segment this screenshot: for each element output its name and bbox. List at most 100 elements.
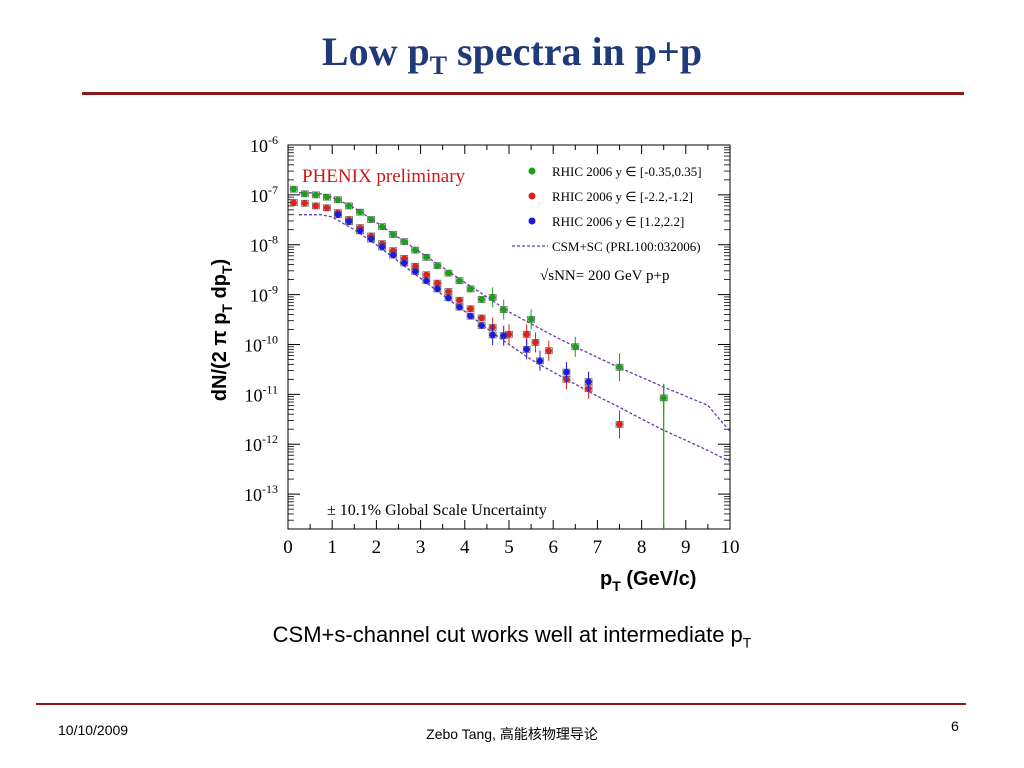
data-point (616, 364, 623, 371)
data-point (345, 202, 353, 210)
legend-marker-green (528, 167, 536, 175)
legend-marker-blue (528, 217, 536, 225)
y-tick-label: 10-10 (244, 332, 278, 355)
data-point (412, 268, 419, 275)
data-point (312, 202, 320, 210)
data-point (523, 346, 530, 353)
x-tick-label: 5 (504, 537, 514, 558)
data-point (478, 296, 485, 303)
legend-label-red: RHIC 2006 y ∈ [-2.2,-1.2] (552, 189, 693, 204)
x-tick-label: 10 (721, 537, 740, 558)
data-point (367, 235, 375, 243)
data-point (445, 269, 452, 277)
footer-divider (36, 703, 966, 705)
legend: RHIC 2006 y ∈ [-0.35,0.35] RHIC 2006 y ∈… (512, 164, 702, 254)
data-point (401, 238, 408, 245)
data-points (289, 185, 668, 529)
data-point (478, 314, 485, 322)
caption-subscript: T (742, 634, 752, 651)
x-tick-label: 4 (460, 537, 470, 558)
data-point (523, 331, 530, 338)
legend-label-model: CSM+SC (PRL100:032006) (552, 239, 701, 254)
legend-label-blue: RHIC 2006 y ∈ [1.2,2.2] (552, 214, 684, 229)
data-point (423, 277, 430, 284)
title-divider (82, 92, 964, 95)
data-point (356, 208, 364, 216)
data-point (478, 322, 485, 329)
energy-label: √sNN= 200 GeV p+p (540, 268, 669, 284)
x-tick-labels: 0 1 2 3 4 5 6 7 8 9 10 (283, 537, 739, 558)
x-tick-label: 6 (548, 537, 558, 558)
data-point (323, 193, 331, 201)
x-tick-label: 8 (637, 537, 647, 558)
data-point (572, 343, 579, 350)
preliminary-label: PHENIX preliminary (302, 166, 466, 187)
data-point (434, 285, 441, 293)
y-tick-label: 10-8 (250, 233, 278, 256)
x-tick-label: 1 (327, 537, 337, 558)
data-point (412, 246, 419, 254)
data-point (312, 191, 320, 199)
model-curves (299, 192, 731, 463)
data-point (456, 277, 463, 284)
data-point (467, 312, 474, 320)
data-point (500, 332, 507, 339)
slide-title: Low pT spectra in p+p (0, 28, 1024, 81)
model-curve-4 (299, 192, 731, 432)
data-point (378, 243, 386, 251)
title-rest: spectra in p+p (447, 29, 703, 74)
y-tick-label: 10-7 (250, 183, 278, 206)
data-point (616, 421, 623, 428)
data-point (434, 262, 441, 269)
data-point (389, 231, 397, 238)
data-point (527, 316, 535, 323)
x-tick-label: 7 (593, 537, 603, 558)
y-tick-label: 10-11 (244, 382, 278, 405)
footer-author: Zebo Tang, 高能核物理导论 (426, 726, 598, 742)
x-axis-label: pT (GeV/c) (600, 568, 696, 594)
y-tick-label: 10-6 (250, 133, 278, 156)
data-point (334, 196, 342, 203)
data-point (378, 223, 386, 230)
legend-marker-red (528, 192, 536, 200)
y-tick-label: 10-9 (250, 283, 278, 306)
data-point (536, 357, 544, 365)
slide-caption: CSM+s-channel cut works well at intermed… (0, 622, 1024, 650)
data-point (563, 368, 570, 376)
data-point (456, 297, 463, 304)
y-tick-label: 10-13 (244, 482, 278, 505)
data-point (401, 259, 408, 267)
data-point (301, 190, 308, 198)
x-tick-label: 9 (681, 537, 691, 558)
data-point (545, 347, 552, 354)
data-point (423, 254, 430, 261)
data-point (367, 216, 375, 223)
data-point (456, 303, 463, 311)
title-main: Low p (321, 29, 430, 74)
data-point (532, 339, 539, 346)
uncertainty-label: ± 10.1% Global Scale Uncertainty (327, 502, 547, 519)
data-point (434, 279, 441, 287)
data-point (423, 271, 430, 278)
data-point (489, 294, 496, 301)
data-point (301, 200, 308, 207)
x-tick-label: 0 (283, 537, 293, 558)
data-point (467, 285, 474, 293)
legend-label-green: RHIC 2006 y ∈ [-0.35,0.35] (552, 164, 702, 179)
data-point (389, 251, 397, 259)
data-point (334, 211, 342, 218)
footer-date: 10/10/2009 (58, 722, 129, 738)
data-point (445, 294, 452, 302)
data-point (345, 218, 353, 225)
data-point (323, 204, 331, 212)
model-curve-3 (299, 214, 731, 463)
page-number: 6 (951, 718, 959, 734)
data-point (500, 306, 507, 313)
data-point (356, 227, 364, 235)
data-point (467, 305, 474, 312)
spectra-chart: 0 1 2 3 4 5 6 7 8 9 10 10-610-710-810-910-1010-111… (209, 133, 740, 594)
data-point (412, 263, 419, 270)
y-tick-label: 10-12 (244, 432, 278, 455)
axis-ticks (287, 144, 731, 530)
x-tick-label: 2 (372, 537, 382, 558)
